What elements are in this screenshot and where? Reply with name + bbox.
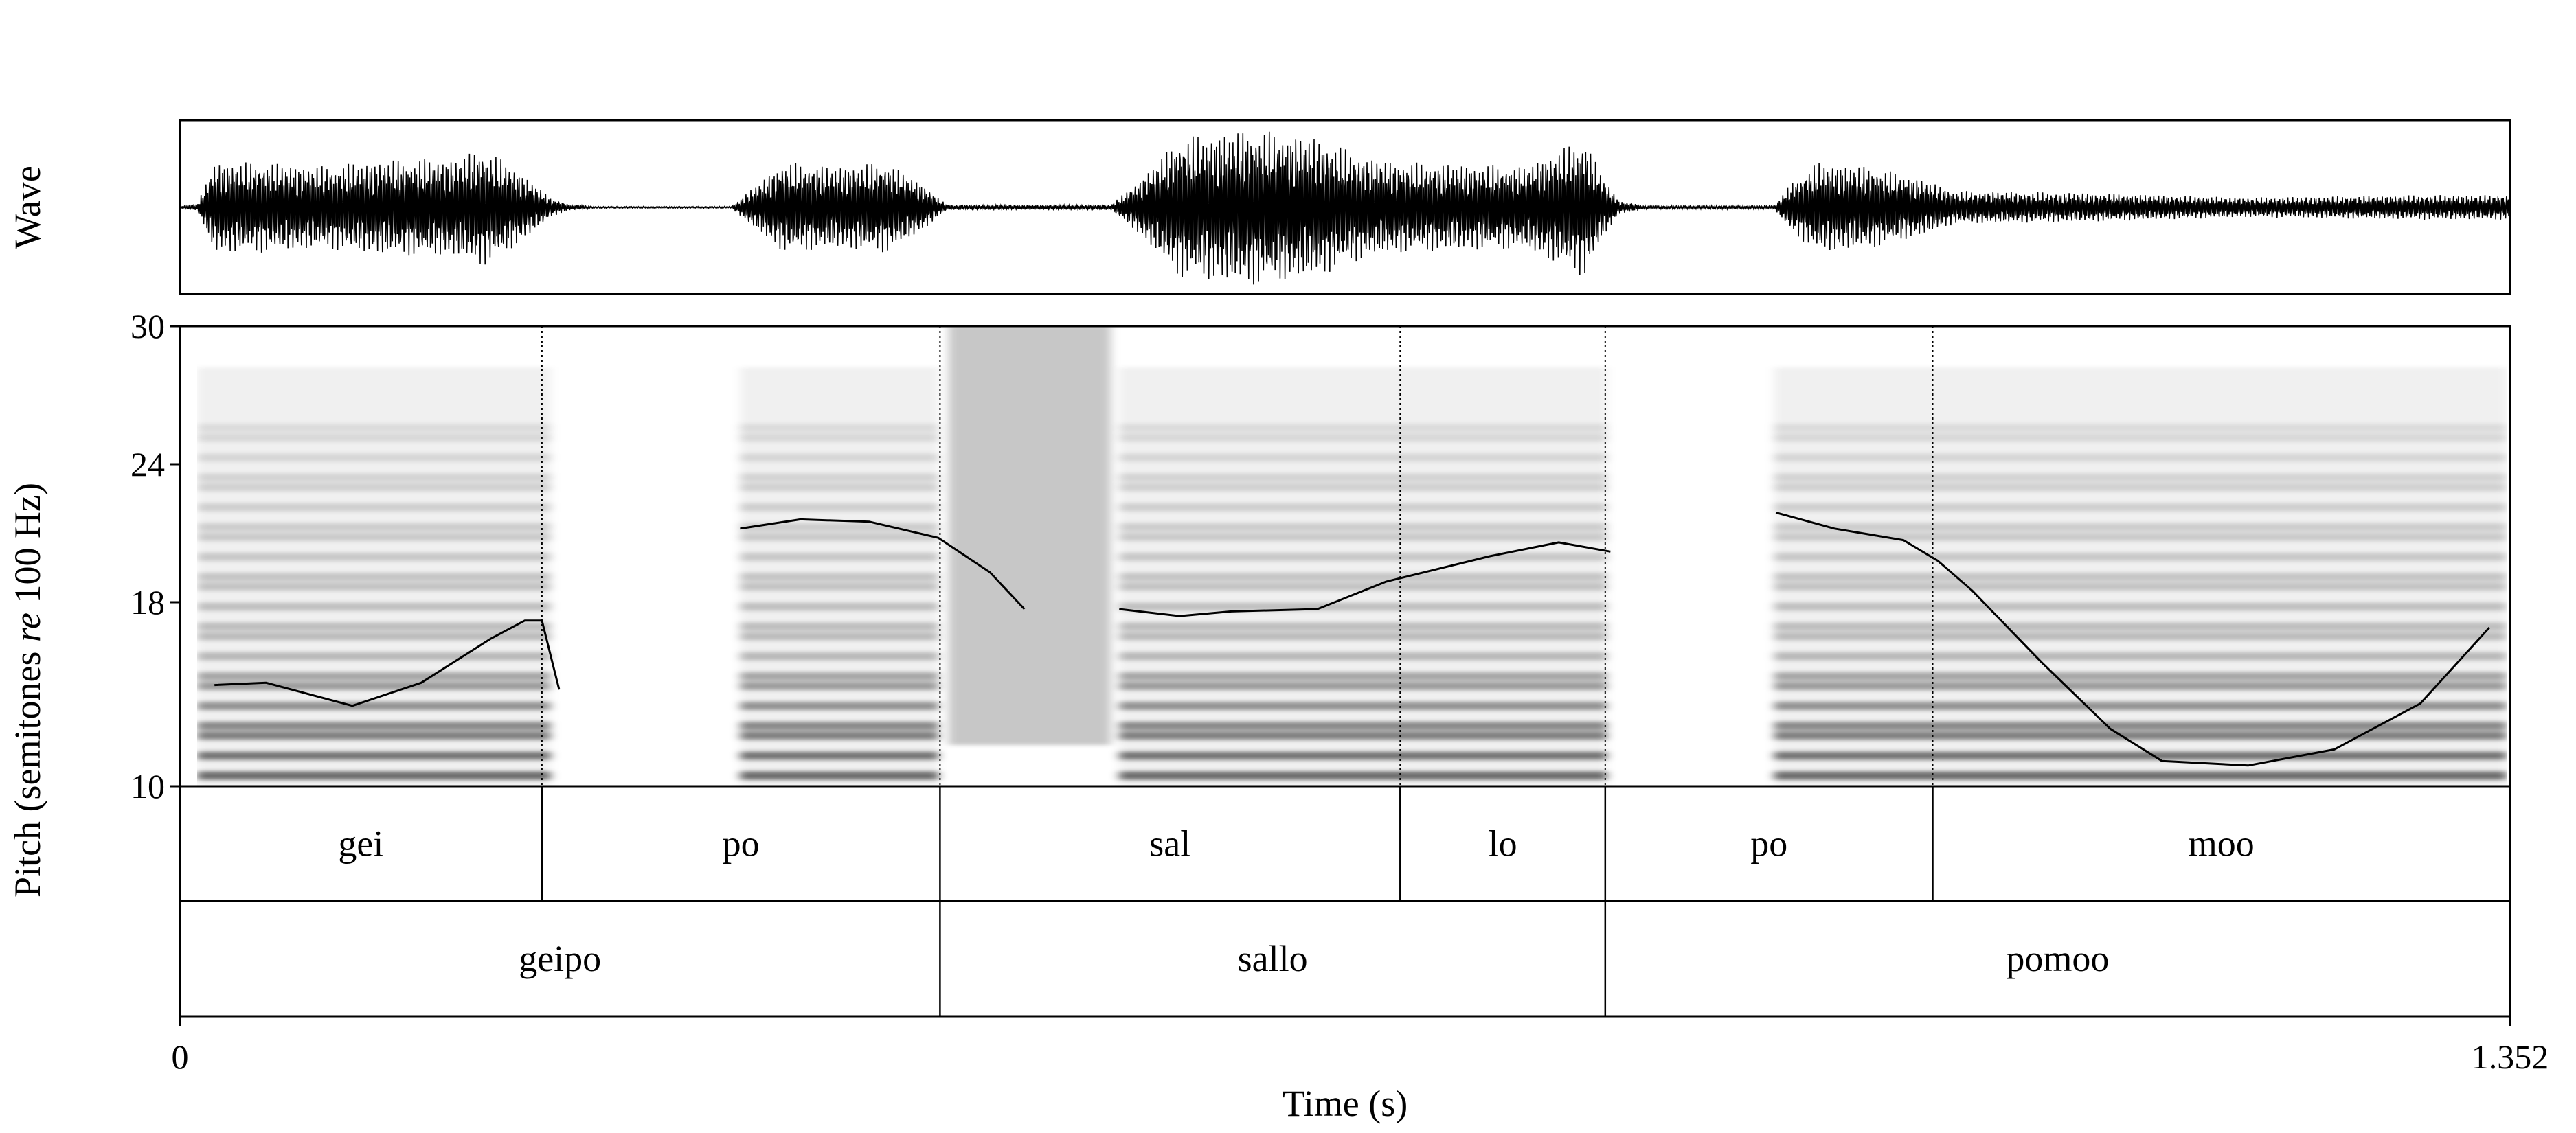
y-axis-title-suffix: 100 Hz) — [7, 483, 48, 613]
waveform-trace — [180, 131, 2510, 285]
syllable-label: gei — [338, 823, 383, 865]
y-axis-ticks: 30 24 18 10 — [131, 307, 180, 805]
word-label: geipo — [519, 938, 601, 979]
x-tick-label: 1.352 — [2472, 1038, 2549, 1076]
y-tick-label: 10 — [131, 767, 165, 805]
wave-panel-label: Wave — [7, 165, 48, 249]
x-axis-ticks: 0 1.352 — [172, 1016, 2549, 1076]
y-tick-label: 30 — [131, 307, 165, 345]
pitch-contour-segment — [740, 518, 1026, 610]
word-label: sallo — [1238, 938, 1308, 979]
y-axis-title-italic: re — [7, 613, 48, 642]
y-axis-title: Pitch (semitones re 100 Hz) — [7, 483, 48, 897]
waveform — [180, 131, 2510, 285]
spectrogram-noise — [949, 326, 1111, 745]
spectrogram-haze — [1119, 367, 1607, 786]
y-tick-label: 24 — [131, 445, 165, 483]
spectrogram-haze — [1774, 367, 2507, 786]
syllable-label: moo — [2189, 823, 2255, 865]
syllable-label: po — [723, 823, 760, 865]
syllable-label: lo — [1489, 823, 1517, 865]
x-tick-label: 0 — [172, 1038, 189, 1076]
syllable-label: po — [1750, 823, 1787, 865]
wave-panel: Wave — [7, 119, 2511, 295]
x-axis-title: Time (s) — [1283, 1083, 1408, 1124]
syllable-label: sal — [1149, 823, 1190, 865]
word-tier: geipo sallo pomoo — [519, 901, 2109, 1016]
spectrogram-haze — [740, 367, 938, 786]
pitch-panel: 30 24 18 10 — [131, 307, 2511, 805]
syllable-tier: gei po sal lo po moo — [338, 786, 2255, 901]
y-axis-title-prefix: Pitch (semitones — [7, 642, 48, 897]
wave-frame — [179, 119, 2511, 295]
pitch-contour-segment — [1775, 511, 2491, 767]
pitch-contour-segment — [214, 619, 561, 707]
spectrogram — [197, 326, 2507, 786]
pitch-contour — [214, 511, 2491, 767]
pitch-contour-segment — [1119, 541, 1611, 617]
spectrogram-haze — [197, 367, 551, 786]
y-tick-label: 18 — [131, 583, 165, 621]
word-label: pomoo — [2006, 938, 2109, 979]
